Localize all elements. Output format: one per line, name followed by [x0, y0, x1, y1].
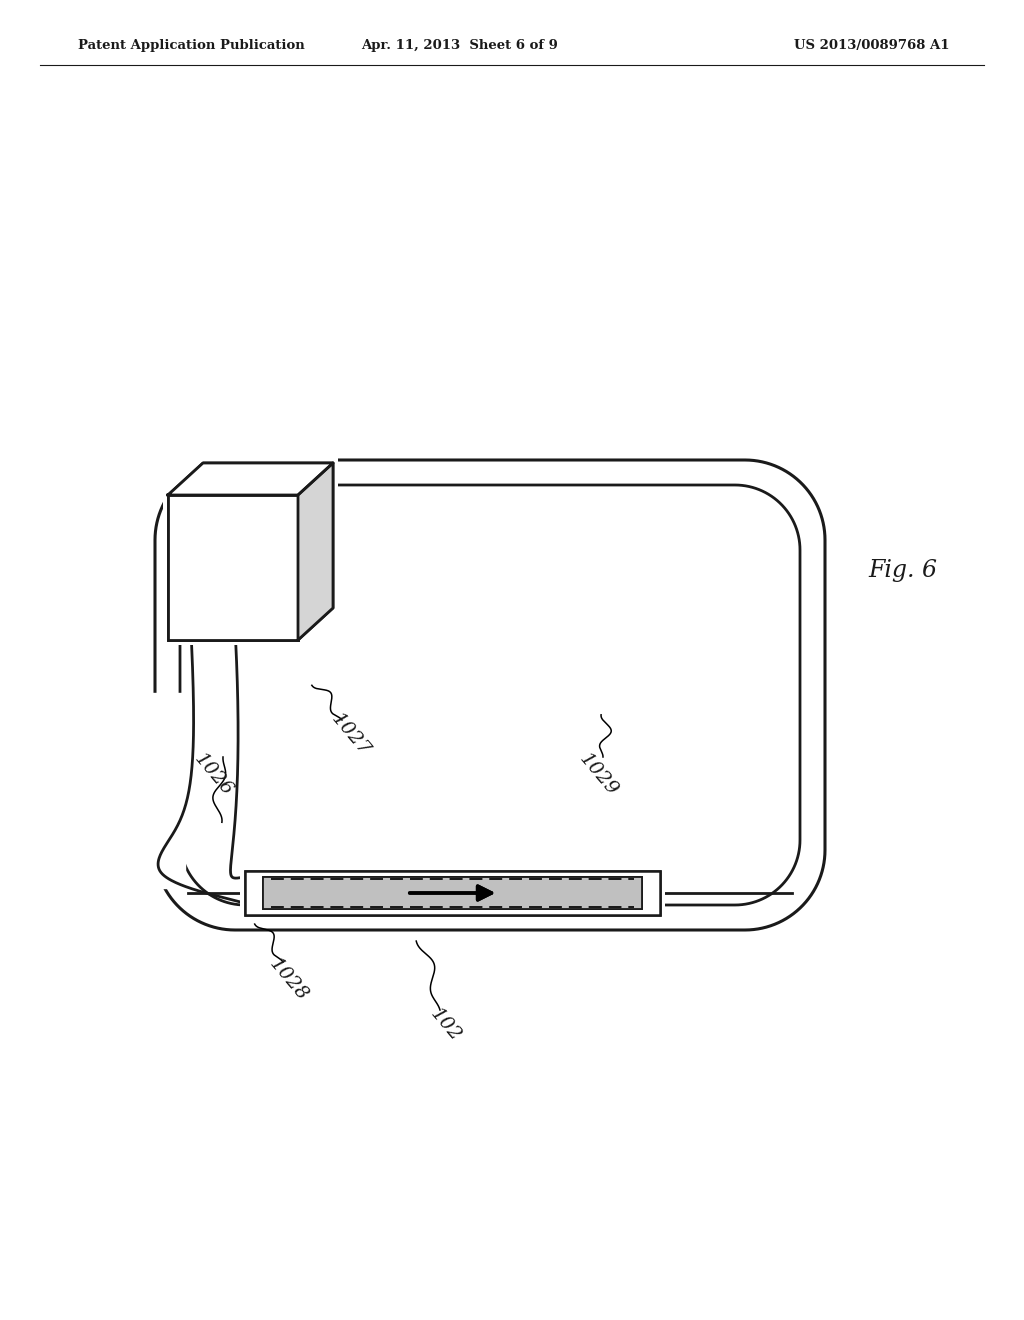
Text: 1027: 1027 [328, 710, 373, 760]
Bar [240, 869, 665, 917]
Text: 1029: 1029 [575, 750, 621, 800]
Text: Apr. 11, 2013  Sheet 6 of 9: Apr. 11, 2013 Sheet 6 of 9 [361, 38, 558, 51]
Text: Patent Application Publication: Patent Application Publication [78, 38, 305, 51]
Bar [168, 495, 298, 640]
Bar [168, 495, 298, 640]
Polygon shape [168, 463, 333, 495]
Text: 1028: 1028 [265, 956, 311, 1005]
Polygon shape [168, 463, 333, 495]
Bar [263, 876, 642, 909]
Text: 1026: 1026 [190, 750, 236, 800]
Bar [245, 871, 660, 915]
Text: Fig. 6: Fig. 6 [868, 558, 937, 582]
Polygon shape [298, 463, 333, 640]
Polygon shape [298, 463, 333, 640]
Bar [163, 458, 338, 645]
Text: 102: 102 [426, 1005, 464, 1045]
Text: US 2013/0089768 A1: US 2013/0089768 A1 [795, 38, 950, 51]
